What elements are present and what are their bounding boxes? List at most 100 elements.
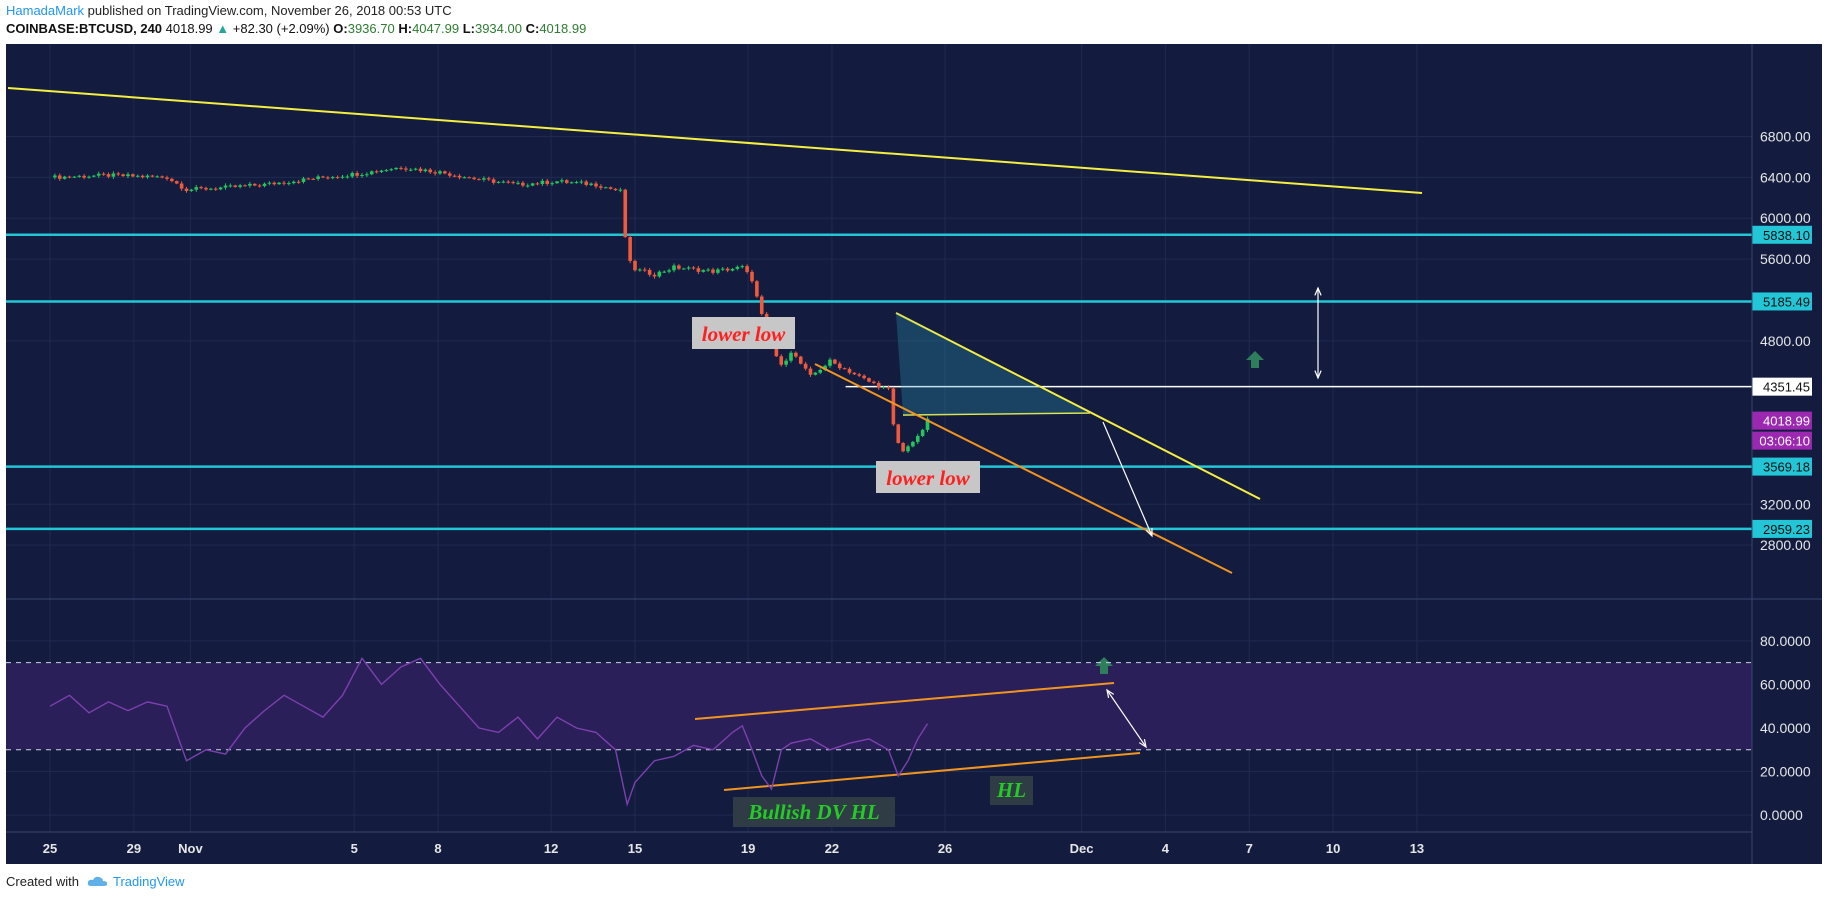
x-tick-label: 15 bbox=[628, 841, 642, 856]
candle-body bbox=[555, 181, 559, 184]
candle-body bbox=[906, 446, 910, 452]
candle-body bbox=[720, 268, 725, 270]
candle-body bbox=[833, 359, 837, 364]
candle-body bbox=[145, 175, 150, 178]
candle-body bbox=[842, 368, 847, 370]
candle-body bbox=[165, 177, 169, 179]
candle-body bbox=[321, 176, 325, 178]
annotations: lower low lower low Bullish DV HL HL bbox=[692, 317, 1033, 827]
candle-body bbox=[223, 185, 228, 188]
candle-body bbox=[311, 178, 316, 180]
candle-body bbox=[628, 237, 632, 261]
x-tick-label: Dec bbox=[1070, 841, 1094, 856]
lower-low-label: lower low bbox=[886, 466, 970, 490]
candle-body bbox=[662, 271, 667, 273]
candle-body bbox=[911, 441, 915, 447]
tradingview-link[interactable]: TradingView bbox=[87, 874, 185, 889]
candle-body bbox=[657, 271, 662, 277]
candle-body bbox=[798, 356, 803, 364]
author-link[interactable]: HamadaMark bbox=[6, 3, 85, 18]
candle-body bbox=[852, 372, 857, 375]
candle-body bbox=[725, 268, 730, 271]
up-arrow-icon bbox=[1246, 351, 1264, 368]
candle-body bbox=[53, 175, 57, 178]
candle-body bbox=[881, 386, 886, 388]
candle-body bbox=[540, 180, 545, 184]
level-badge bbox=[1752, 457, 1812, 476]
triangle-base-line bbox=[902, 412, 1091, 416]
x-tick-label: 13 bbox=[1410, 841, 1424, 856]
candle-body bbox=[530, 183, 535, 186]
candle-body bbox=[564, 180, 569, 183]
rsi-series bbox=[6, 656, 1752, 807]
candle-body bbox=[482, 178, 486, 180]
candle-body bbox=[150, 175, 155, 177]
level-badge-label: 5838.10 bbox=[1763, 228, 1810, 243]
candle-body bbox=[92, 175, 96, 177]
candle-body bbox=[116, 173, 121, 175]
candle-body bbox=[243, 185, 247, 187]
candle-body bbox=[365, 174, 369, 176]
candle-body bbox=[369, 171, 374, 175]
candle-body bbox=[67, 176, 72, 178]
candle-body bbox=[491, 179, 496, 183]
candle-body bbox=[267, 182, 272, 184]
last-price: 4018.99 bbox=[165, 21, 213, 36]
triangle-fill bbox=[896, 313, 1090, 415]
candle-body bbox=[677, 265, 681, 269]
candle-body bbox=[57, 175, 62, 179]
candle-body bbox=[443, 171, 447, 174]
candle-body bbox=[750, 271, 754, 282]
candle-body bbox=[735, 266, 740, 269]
x-tick-label: 29 bbox=[127, 841, 141, 856]
candle-body bbox=[706, 269, 710, 271]
up-arrow-icon: ▲ bbox=[216, 21, 230, 36]
candle-body bbox=[199, 187, 203, 189]
candle-body bbox=[457, 175, 462, 178]
lower-low-label: lower low bbox=[702, 322, 786, 346]
price-axis-label: 3200.00 bbox=[1760, 496, 1811, 512]
candle-body bbox=[691, 267, 696, 269]
candle-body bbox=[779, 356, 784, 365]
level-badge-label: 5185.49 bbox=[1763, 294, 1810, 309]
candle-body bbox=[257, 185, 262, 187]
x-tick-label: Nov bbox=[178, 841, 203, 856]
candle-body bbox=[496, 181, 501, 183]
candle-body bbox=[335, 177, 340, 179]
candle-body bbox=[350, 173, 355, 177]
breakdown-arrow-head bbox=[1145, 527, 1153, 538]
candle-body bbox=[837, 363, 842, 369]
symbol-label[interactable]: COINBASE:BTCUSD, 240 bbox=[6, 21, 163, 36]
level-badge bbox=[1752, 225, 1812, 244]
candle-body bbox=[589, 183, 593, 185]
candle-body bbox=[828, 359, 832, 366]
long-term-trendline bbox=[7, 87, 1423, 194]
footer: Created with TradingView bbox=[6, 874, 185, 889]
x-tick-label: 10 bbox=[1326, 841, 1340, 856]
candle-body bbox=[111, 173, 116, 177]
candle-body bbox=[345, 176, 350, 178]
candle-body bbox=[82, 175, 86, 178]
candle-body bbox=[291, 181, 296, 184]
price-axis-label: 6400.00 bbox=[1760, 169, 1811, 185]
rsi-projection-arrow bbox=[1106, 689, 1147, 748]
candle-body bbox=[525, 185, 530, 187]
countdown-label: 03:06:10 bbox=[1759, 434, 1810, 449]
candle-body bbox=[784, 360, 788, 365]
candle-body bbox=[389, 169, 394, 171]
candle-body bbox=[131, 174, 135, 177]
rsi-line bbox=[49, 656, 929, 807]
candle-body bbox=[599, 186, 603, 188]
candle-body bbox=[101, 173, 106, 175]
lower-low-label-box bbox=[876, 461, 980, 493]
candle-body bbox=[516, 182, 520, 184]
candle-body bbox=[891, 388, 896, 425]
candle-body bbox=[872, 381, 876, 384]
ticker-bar: COINBASE:BTCUSD, 240 4018.99 ▲ +82.30 (+… bbox=[6, 21, 586, 37]
candle-body bbox=[404, 168, 408, 170]
level-badge-label: 4351.45 bbox=[1763, 380, 1810, 395]
candle-body bbox=[755, 281, 759, 297]
candle-body bbox=[594, 183, 598, 187]
level-badge-label: 3569.18 bbox=[1763, 460, 1810, 475]
